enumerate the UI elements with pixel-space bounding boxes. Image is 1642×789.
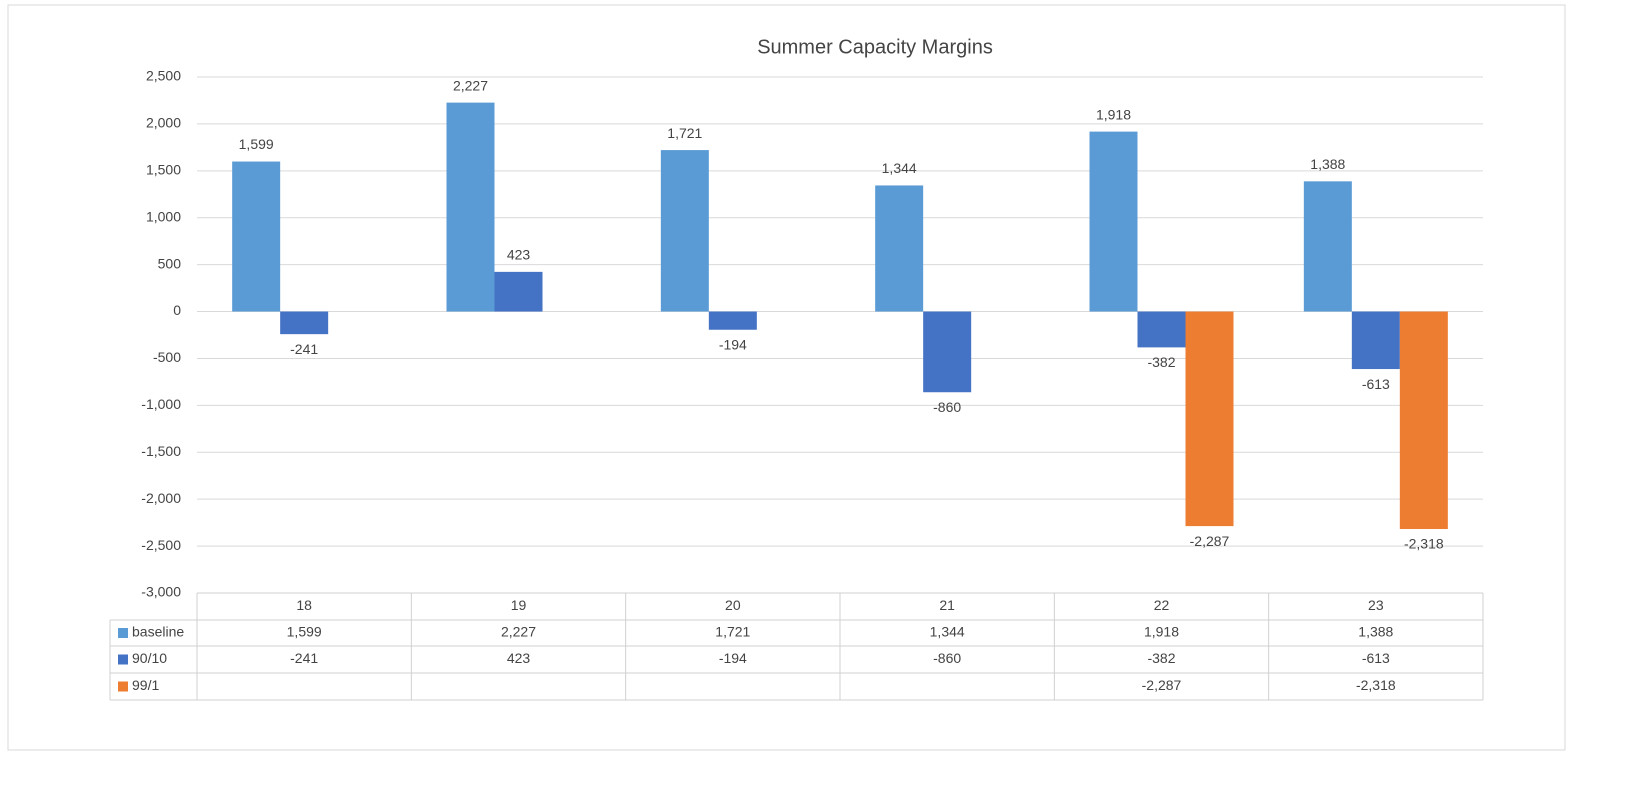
y-tick-label: -1,500 <box>141 443 181 459</box>
legend-label: 99/1 <box>132 677 159 693</box>
bar <box>708 311 757 330</box>
y-tick-label: -3,000 <box>141 584 181 600</box>
table-cell: -860 <box>933 650 961 666</box>
bar <box>923 311 972 393</box>
data-label: -2,287 <box>1190 533 1230 549</box>
y-tick-label: -2,000 <box>141 490 181 506</box>
y-tick-label: 1,000 <box>146 208 181 224</box>
data-label: -613 <box>1362 376 1390 392</box>
data-label: 1,344 <box>882 160 917 176</box>
table-cell: 1,721 <box>715 624 750 640</box>
table-cell: 1,918 <box>1144 624 1179 640</box>
table-cell: -2,287 <box>1142 677 1182 693</box>
y-tick-label: -1,000 <box>141 396 181 412</box>
table-cell: 1,599 <box>287 624 322 640</box>
y-tick-label: 2,500 <box>146 68 181 84</box>
data-label: 1,721 <box>667 125 702 141</box>
x-tick-label: 23 <box>1368 597 1384 613</box>
bar <box>1089 131 1138 312</box>
chart-frame <box>7 4 1566 751</box>
bar <box>446 102 495 312</box>
table-cell: 1,388 <box>1358 624 1393 640</box>
data-label: 423 <box>507 247 531 263</box>
x-tick-label: 18 <box>296 597 312 613</box>
y-tick-label: -2,500 <box>141 537 181 553</box>
table-cell: 2,227 <box>501 624 536 640</box>
table-cell: -2,318 <box>1356 677 1396 693</box>
table-cell: -194 <box>719 650 747 666</box>
y-tick-label: 500 <box>158 255 182 271</box>
data-label: 2,227 <box>453 77 488 93</box>
bar <box>280 311 329 335</box>
data-label: -382 <box>1147 354 1175 370</box>
x-tick-label: 21 <box>939 597 955 613</box>
x-tick-label: 22 <box>1154 597 1170 613</box>
data-label: 1,388 <box>1310 156 1345 172</box>
legend-key <box>118 654 128 665</box>
bar <box>232 161 281 312</box>
bar <box>875 185 924 312</box>
y-tick-label: 0 <box>173 302 181 318</box>
table-cell: 423 <box>507 650 531 666</box>
x-tick-label: 20 <box>725 597 741 613</box>
data-label: 1,599 <box>239 136 274 152</box>
data-label: -2,318 <box>1404 536 1444 552</box>
legend-key <box>118 681 128 692</box>
bar <box>1137 311 1186 348</box>
data-label: -194 <box>719 336 747 352</box>
x-tick-label: 19 <box>511 597 527 613</box>
table-cell: -241 <box>290 650 318 666</box>
table-cell: -613 <box>1362 650 1390 666</box>
bar <box>1399 311 1448 530</box>
table-cell: 1,344 <box>930 624 965 640</box>
bar <box>1303 181 1352 312</box>
y-tick-label: -500 <box>153 349 181 365</box>
y-tick-label: 1,500 <box>146 162 181 178</box>
bar <box>1351 311 1400 370</box>
bar <box>660 150 709 312</box>
legend-label: baseline <box>132 624 184 640</box>
bar <box>494 271 543 312</box>
legend-key <box>118 628 128 638</box>
chart-title: Summer Capacity Margins <box>757 36 993 58</box>
y-tick-label: 2,000 <box>146 115 181 131</box>
data-label: 1,918 <box>1096 106 1131 122</box>
data-label: -241 <box>290 341 318 357</box>
legend-label: 90/10 <box>132 650 167 666</box>
bar <box>1185 311 1234 527</box>
data-label: -860 <box>933 399 961 415</box>
table-cell: -382 <box>1147 650 1175 666</box>
